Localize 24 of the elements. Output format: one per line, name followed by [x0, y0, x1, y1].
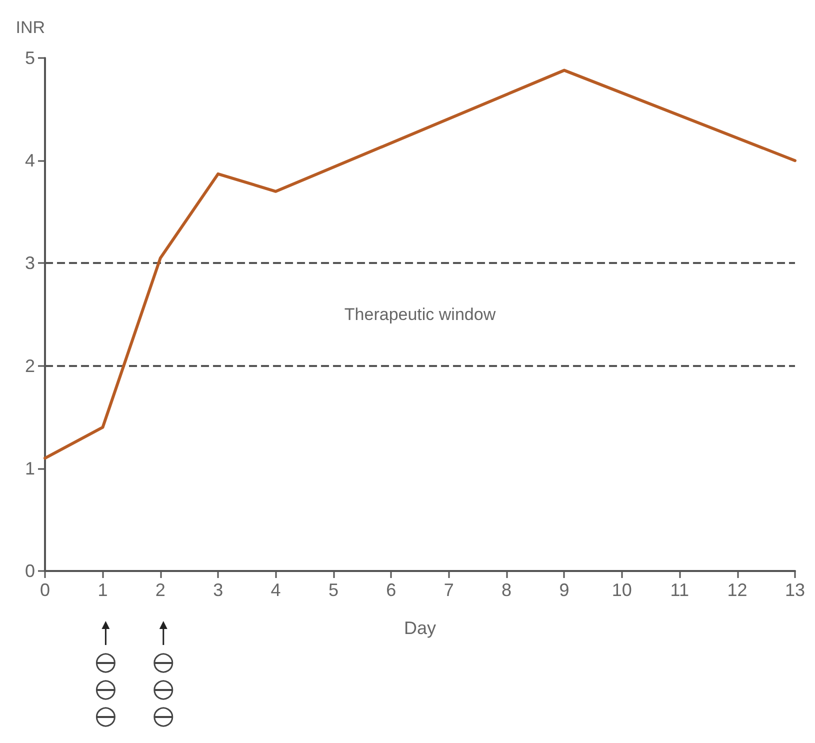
- x-tick-label: 10: [612, 580, 632, 600]
- x-tick-label: 7: [444, 580, 454, 600]
- annotation: Therapeutic window: [344, 305, 496, 324]
- y-tick-label: 3: [24, 253, 35, 274]
- x-tick-label: 11: [670, 580, 689, 600]
- x-tick-label: 6: [386, 580, 396, 600]
- x-tick-label: 5: [328, 580, 338, 600]
- y-tick-label: 5: [24, 48, 35, 68]
- x-tick-label: 12: [727, 580, 748, 600]
- x-tick-label: 9: [559, 580, 570, 600]
- y-tick-label: 1: [24, 458, 35, 478]
- y-tick-label: 4: [24, 150, 35, 171]
- x-tick-label: 13: [784, 580, 806, 600]
- y-tick-label: 2: [24, 356, 35, 376]
- x-tick-label: 3: [213, 580, 224, 600]
- x-tick-label: 2: [155, 580, 166, 600]
- x-tick-label: 8: [502, 580, 512, 600]
- x-tick-label: 1: [98, 580, 108, 600]
- x-tick-label: 4: [270, 580, 281, 600]
- x-tick-label: 0: [40, 580, 50, 600]
- y-axis-title: INR: [16, 18, 45, 37]
- line-series: [44, 68, 796, 460]
- y-tick-label: 0: [24, 561, 35, 581]
- x-axis-title: Day: [404, 618, 436, 638]
